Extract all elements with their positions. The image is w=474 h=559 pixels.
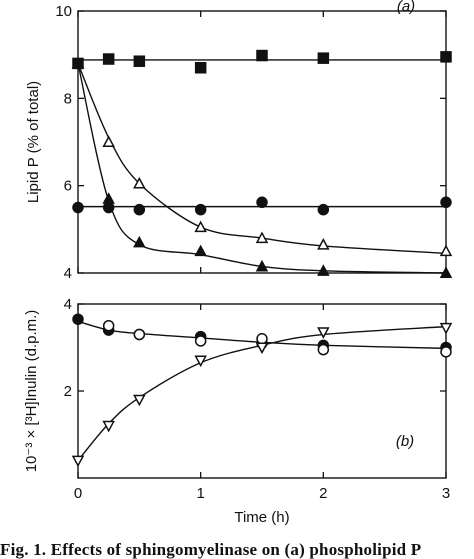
data-point-filled-triangle [439,266,453,278]
y-axis-title: Lipid P (% of total) [25,81,42,203]
data-point-filled-circle [317,203,330,216]
panel-label: (a) [397,0,415,15]
data-point-open-triangle [317,238,330,250]
data-point-filled-square [440,51,452,63]
data-point-filled-triangle [133,235,146,248]
y-axis-title: 10⁻³ × [³H]Inulin (d.p.m.) [23,310,40,473]
data-point-open-triangle [255,231,269,244]
data-point-filled-square [317,52,330,64]
data-point-filled-square [102,53,115,65]
panel-label: (b) [396,433,414,450]
data-point-open-triangle-down [71,455,85,468]
data-point-open-triangle [439,244,453,257]
data-point-open-triangle [194,220,207,233]
data-point-filled-circle [256,196,268,209]
data-point-open-circle [194,335,207,347]
data-point-filled-circle [72,201,84,214]
data-point-filled-triangle [255,259,269,272]
data-point-filled-circle [72,313,84,325]
data-point-open-triangle-down [255,342,269,355]
data-point-filled-triangle [194,244,207,257]
y-tick-label: 10 [55,3,72,20]
y-tick-label: 4 [64,296,72,313]
data-point-filled-triangle [102,192,115,204]
data-point-open-circle [133,328,146,341]
y-tick-label: 4 [64,265,72,282]
data-point-open-circle [256,333,268,345]
data-point-open-circle [317,343,330,356]
y-tick-label: 2 [64,383,72,400]
data-point-filled-triangle [71,56,85,69]
data-point-filled-square [133,55,146,67]
data-point-filled-circle [440,196,452,209]
x-tick-label: 2 [319,485,327,502]
data-point-filled-circle [194,203,207,216]
data-point-filled-square [194,62,207,74]
data-point-open-triangle-down [317,327,330,339]
series-line-open-triangle [77,63,447,255]
data-point-open-triangle-down [439,322,453,335]
data-point-open-triangle [102,135,115,147]
x-tick-label: 0 [74,485,82,502]
data-point-open-circle [102,320,115,332]
data-point-open-triangle [133,176,146,189]
x-tick-label: 1 [196,485,204,502]
data-point-filled-circle [133,203,146,216]
data-point-open-triangle-down [133,394,146,407]
data-point-open-triangle-down [102,420,115,433]
data-point-open-triangle-down [194,355,207,368]
panel-a: 4 6 8 10 Lipid P (% of total) (a) [25,0,453,282]
data-point-filled-triangle [317,264,330,276]
data-point-filled-square [256,49,268,62]
data-point-open-circle [440,346,452,358]
y-tick-label: 6 [64,178,72,195]
x-tick-label: 3 [442,485,450,502]
figure-caption: Fig. 1. Effects of sphingomyelinase on (… [0,540,422,559]
y-tick-label: 8 [64,90,72,107]
data-point-filled-circle [102,201,115,214]
x-axis-title: Time (h) [234,509,289,526]
panel-b: 2 4 0 1 2 3 10⁻³ × [³H]Inulin (d.p.m.) Time (h)… [23,296,453,526]
plot-frame [77,10,447,274]
